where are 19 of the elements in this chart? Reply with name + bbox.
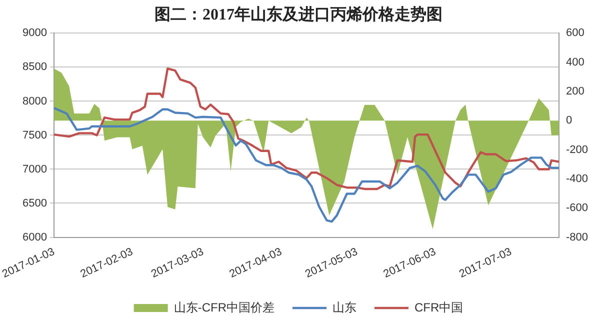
y2-tick-label: 200 bbox=[566, 86, 584, 98]
y2-tick-label: -200 bbox=[566, 144, 588, 156]
legend-label: 山东-CFR中国价差 bbox=[174, 300, 275, 314]
legend-label: CFR中国 bbox=[414, 300, 464, 314]
y-tick-label: 8000 bbox=[22, 95, 47, 108]
y-tick-label: 9000 bbox=[22, 27, 47, 40]
y2-tick-label: 0 bbox=[566, 114, 572, 127]
y-tick-label: 6500 bbox=[22, 197, 47, 210]
legend-label: 山东 bbox=[332, 300, 356, 314]
y2-tick-label: -600 bbox=[566, 202, 588, 214]
y-tick-label: 8500 bbox=[22, 61, 47, 74]
chart-title: 图二：2017年山东及进口丙烯价格走势图 bbox=[154, 6, 442, 24]
y2-tick-label: -400 bbox=[566, 172, 588, 185]
y2-tick-label: -800 bbox=[566, 231, 588, 244]
y2-tick-label: 600 bbox=[566, 27, 584, 40]
y2-tick-label: 400 bbox=[566, 56, 584, 68]
y-tick-label: 7000 bbox=[22, 163, 47, 176]
y-tick-label: 7500 bbox=[22, 129, 47, 142]
y-tick-label: 6000 bbox=[22, 231, 47, 244]
